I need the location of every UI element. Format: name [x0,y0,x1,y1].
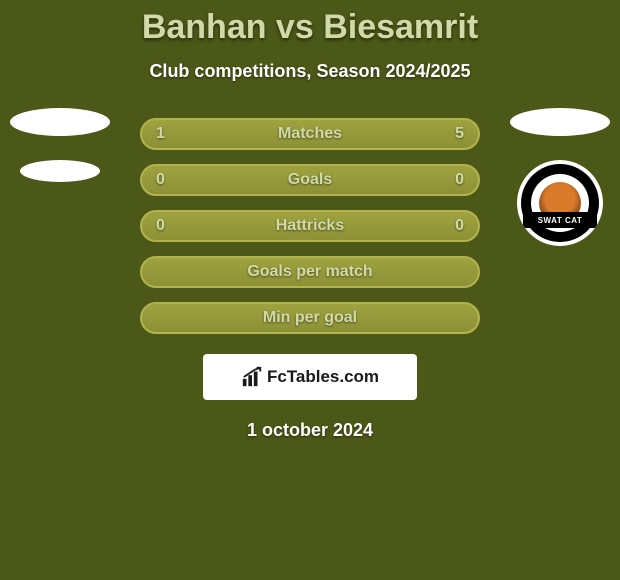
team-left-badges [10,108,110,206]
brand-text: FcTables.com [267,367,379,387]
stat-right-value: 5 [444,125,464,143]
stat-rows: 1 Matches 5 0 Goals 0 0 Hattricks 0 Goal… [140,118,480,334]
team-right-club-logo: SWAT CAT [517,160,603,246]
page-title: Banhan vs Biesamrit [0,8,620,47]
stat-label: Matches [176,125,444,143]
stat-label: Min per goal [176,309,444,327]
stat-right-value: 0 [444,171,464,189]
team-left-badge-1 [10,108,110,136]
brand-box: FcTables.com [203,354,417,400]
date-line: 1 october 2024 [0,420,620,441]
stat-left-value: 0 [156,171,176,189]
stat-row-hattricks: 0 Hattricks 0 [140,210,480,242]
stat-label: Goals [176,171,444,189]
stat-row-matches: 1 Matches 5 [140,118,480,150]
comparison-card: Banhan vs Biesamrit Club competitions, S… [0,0,620,441]
team-right-badge-1 [510,108,610,136]
team-left-badge-2 [20,160,100,182]
stat-row-goals-per-match: Goals per match [140,256,480,288]
team-right-badges: SWAT CAT [510,108,610,246]
chart-icon [241,366,263,388]
stat-row-goals: 0 Goals 0 [140,164,480,196]
logo-banner-text: SWAT CAT [538,216,583,225]
stat-left-value: 0 [156,217,176,235]
stat-left-value: 1 [156,125,176,143]
stats-area: SWAT CAT 1 Matches 5 0 Goals 0 0 Hattric… [0,118,620,334]
stat-row-min-per-goal: Min per goal [140,302,480,334]
stat-right-value: 0 [444,217,464,235]
subtitle: Club competitions, Season 2024/2025 [0,61,620,82]
logo-banner: SWAT CAT [523,212,597,228]
stat-label: Hattricks [176,217,444,235]
stat-label: Goals per match [176,263,444,281]
